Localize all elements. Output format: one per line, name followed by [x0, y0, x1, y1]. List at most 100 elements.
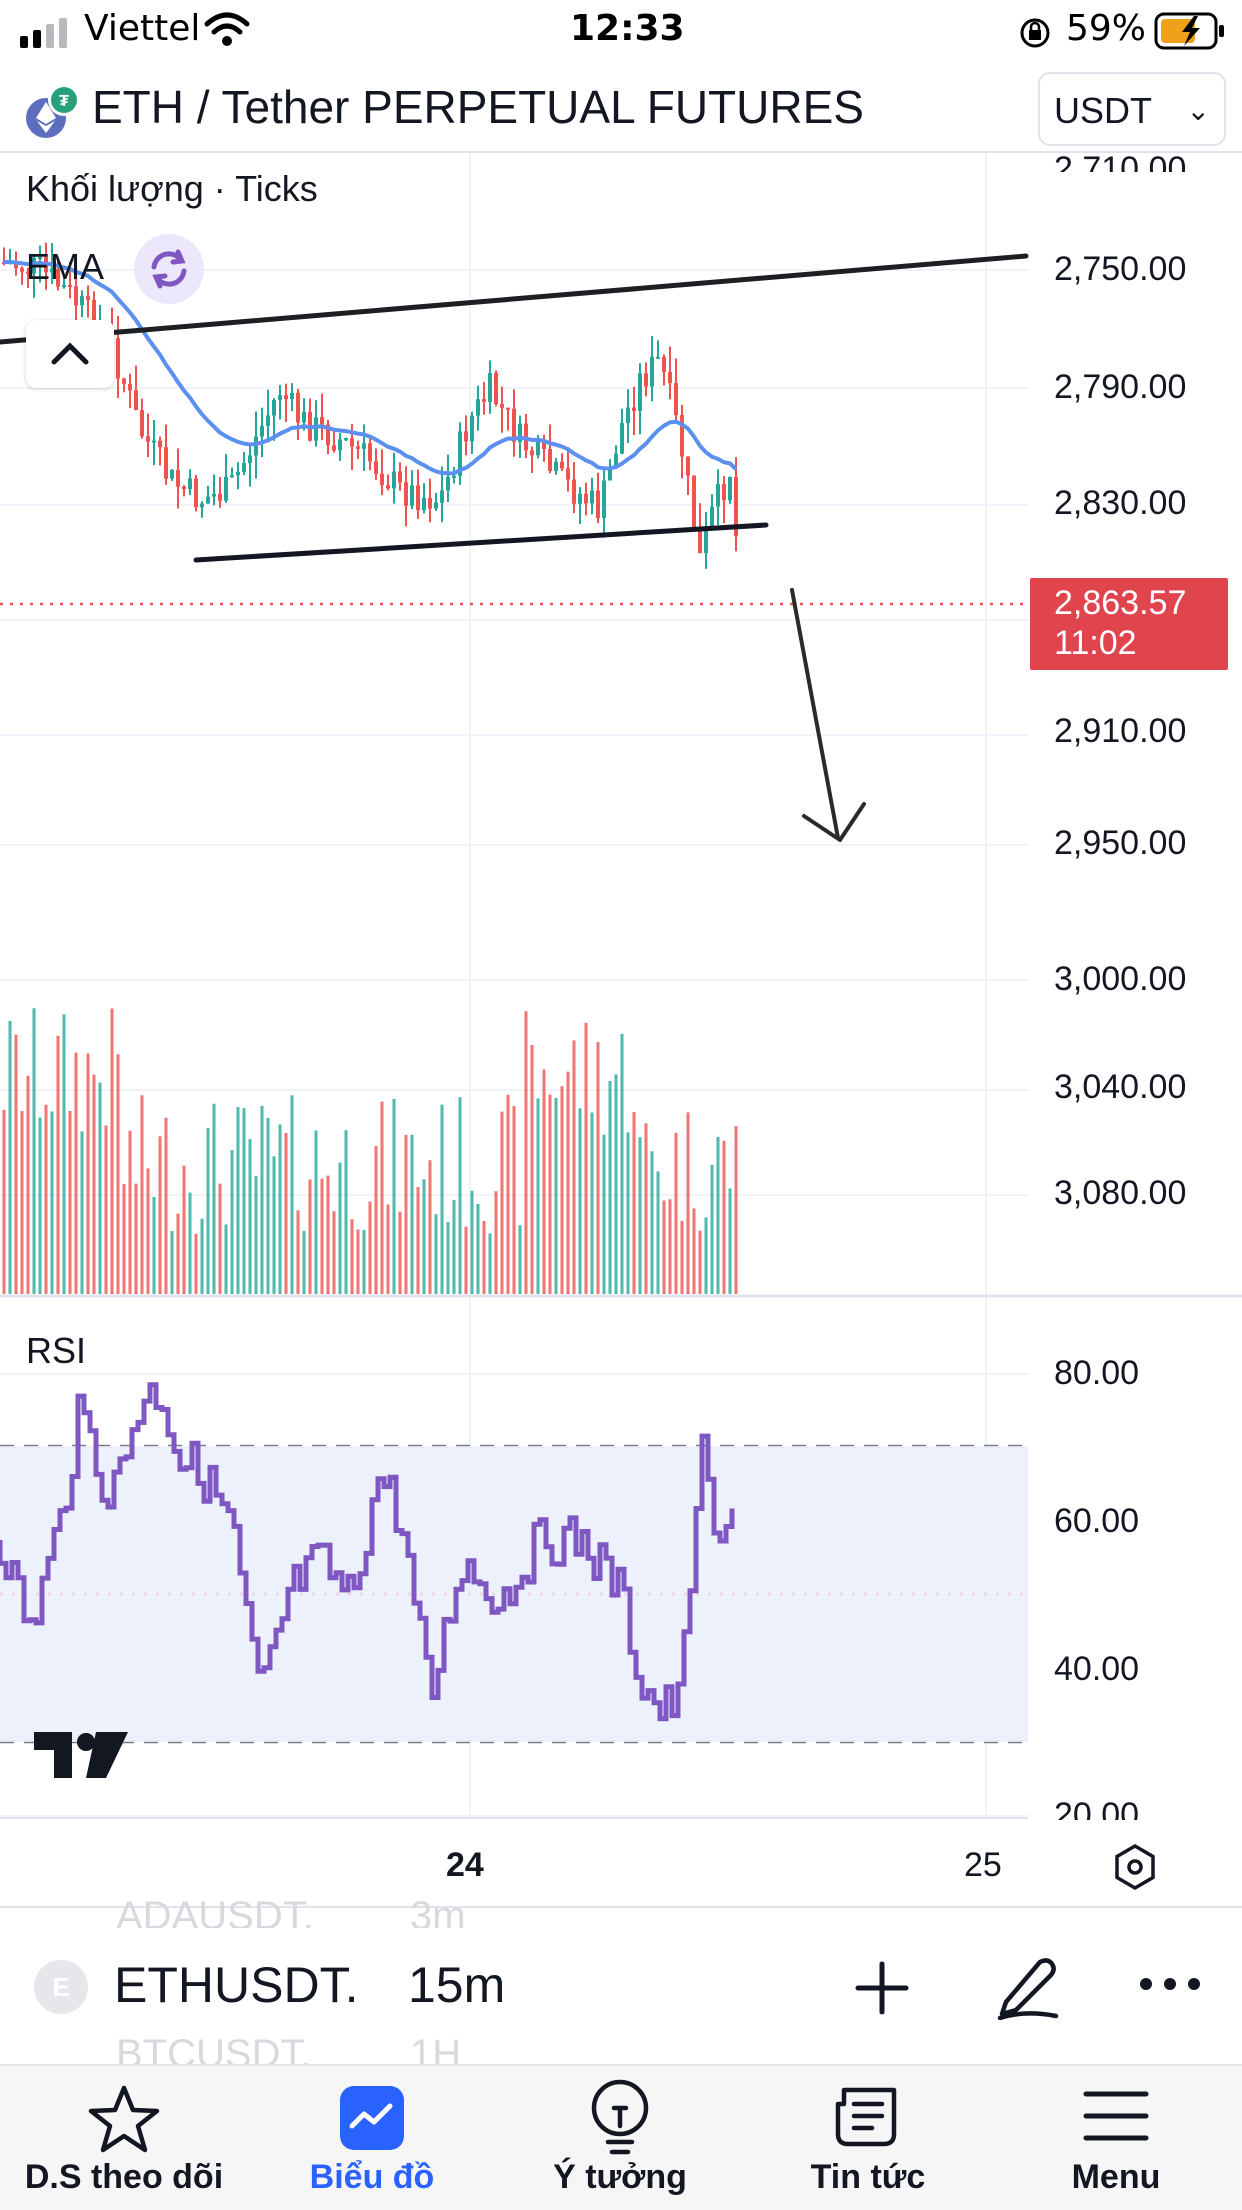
- candle-body: [392, 471, 396, 489]
- volume-bar: [98, 1082, 102, 1294]
- add-icon[interactable]: [854, 1960, 910, 2016]
- bar-countdown: 11:02: [1054, 624, 1137, 662]
- volume-bar: [728, 1188, 732, 1294]
- candle-body: [74, 286, 78, 306]
- volume-bar: [452, 1199, 456, 1294]
- candle-body: [206, 496, 210, 504]
- volume-bar: [608, 1080, 612, 1294]
- volume-bar: [128, 1130, 132, 1294]
- rsi-legend[interactable]: RSI: [26, 1330, 87, 1371]
- candle-body: [590, 490, 594, 504]
- volume-bar: [374, 1146, 378, 1294]
- more-icon[interactable]: [1138, 1972, 1202, 1996]
- candle-body: [32, 257, 36, 274]
- candle-body: [302, 411, 306, 423]
- down-arrow-shaft: [790, 588, 840, 840]
- volume-bar: [722, 1140, 726, 1294]
- tab-label: D.S theo dõi: [24, 2158, 224, 2196]
- candle-body: [530, 450, 534, 456]
- symbol-toolbar: ADAUSDT. 3m E ETHUSDT. 15m BTCUSDT. 1H: [0, 1894, 1242, 2066]
- tab-news[interactable]: Tin tức: [744, 2066, 992, 2210]
- symbol-title[interactable]: ETH / Tether PERPETUAL FUTURES: [92, 81, 864, 133]
- chart-header: ₮ ETH / Tether PERPETUAL FUTURES USDT ⌄: [0, 62, 1242, 152]
- volume-bar: [68, 1110, 72, 1294]
- tab-label: Tin tức: [810, 2158, 926, 2196]
- time-axis-label: 25: [964, 1846, 1002, 1884]
- volume-legend[interactable]: Khối lượng · Ticks: [26, 168, 318, 209]
- volume-bar: [248, 1139, 252, 1294]
- candle-body: [506, 407, 510, 410]
- volume-bar: [254, 1175, 258, 1294]
- candle-body: [140, 410, 144, 437]
- volume-bar: [362, 1229, 366, 1294]
- volume-bar: [326, 1175, 330, 1294]
- current-price-tag: 2,863.57 11:02: [1030, 578, 1228, 670]
- symbol-name[interactable]: ETHUSDT.: [114, 1957, 359, 2013]
- candle-body: [242, 462, 246, 472]
- candle-body: [560, 461, 564, 469]
- ema-line: [4, 260, 738, 476]
- tab-watchlist[interactable]: D.S theo dõi: [0, 2066, 248, 2210]
- volume-bar: [716, 1136, 720, 1294]
- interval[interactable]: 15m: [408, 1957, 506, 2013]
- candle-body: [686, 456, 690, 476]
- candle-body: [482, 399, 486, 402]
- ema-refresh-button[interactable]: [134, 234, 204, 304]
- volume-bar: [458, 1097, 462, 1294]
- volume-bar: [212, 1103, 216, 1294]
- volume-bar: [134, 1183, 138, 1294]
- volume-bar: [86, 1053, 90, 1294]
- volume-bar: [242, 1108, 246, 1294]
- tab-menu[interactable]: Menu: [992, 2066, 1240, 2210]
- eth-tether-logo-icon: ₮: [26, 84, 80, 138]
- volume-bar: [428, 1160, 432, 1294]
- volume-bar: [602, 1134, 606, 1294]
- volume-bar: [44, 1104, 48, 1294]
- chart-canvas[interactable]: [0, 0, 1242, 1906]
- volume-bar: [596, 1042, 600, 1294]
- candle-body: [488, 373, 492, 402]
- tab-chart[interactable]: Biểu đồ: [248, 2066, 496, 2210]
- candle-body: [362, 443, 366, 449]
- chart-icon: [340, 2086, 404, 2150]
- volume-bar: [170, 1231, 174, 1294]
- candle-body: [716, 483, 720, 507]
- price-axis-label: 3,040.00: [1054, 1068, 1187, 1106]
- volume-bar: [20, 1111, 24, 1294]
- candle-body: [356, 446, 360, 449]
- wifi-icon: [204, 12, 250, 46]
- currency-select[interactable]: USDT ⌄: [1038, 72, 1226, 146]
- volume-bar: [2, 1109, 6, 1294]
- down-arrow-head: [802, 802, 866, 842]
- candle-body: [698, 529, 702, 554]
- chevron-down-icon: ⌄: [1186, 95, 1210, 126]
- candle-body: [62, 284, 66, 287]
- tradingview-logo-icon: [34, 1732, 128, 1778]
- tab-ideas[interactable]: Ý tưởng: [496, 2066, 744, 2210]
- volume-bar: [230, 1149, 234, 1294]
- candle-body: [170, 470, 174, 479]
- volume-bar: [350, 1219, 354, 1294]
- candle-body: [218, 493, 222, 501]
- price-axis-label: 2,910.00: [1054, 712, 1187, 750]
- price-axis-label: 3,000.00: [1054, 960, 1187, 998]
- chart-settings-icon[interactable]: [1110, 1842, 1160, 1892]
- volume-bar: [734, 1126, 738, 1294]
- candle-body: [626, 407, 630, 424]
- candle-body: [578, 493, 582, 504]
- volume-bar: [548, 1094, 552, 1294]
- volume-bar: [122, 1183, 126, 1294]
- volume-bar: [650, 1151, 654, 1294]
- drawing-pen-icon[interactable]: [994, 1952, 1060, 2020]
- volume-bar: [386, 1204, 390, 1294]
- candle-body: [128, 383, 132, 391]
- collapse-legend-button[interactable]: [26, 320, 114, 388]
- ema-legend[interactable]: EMA: [26, 246, 105, 287]
- candle-body: [710, 506, 714, 527]
- current-price: 2,863.57: [1054, 584, 1187, 622]
- volume-bar: [164, 1117, 168, 1294]
- candle-body: [146, 436, 150, 442]
- candle-body: [254, 436, 258, 456]
- candle-body: [152, 440, 156, 443]
- volume-bar: [476, 1203, 480, 1294]
